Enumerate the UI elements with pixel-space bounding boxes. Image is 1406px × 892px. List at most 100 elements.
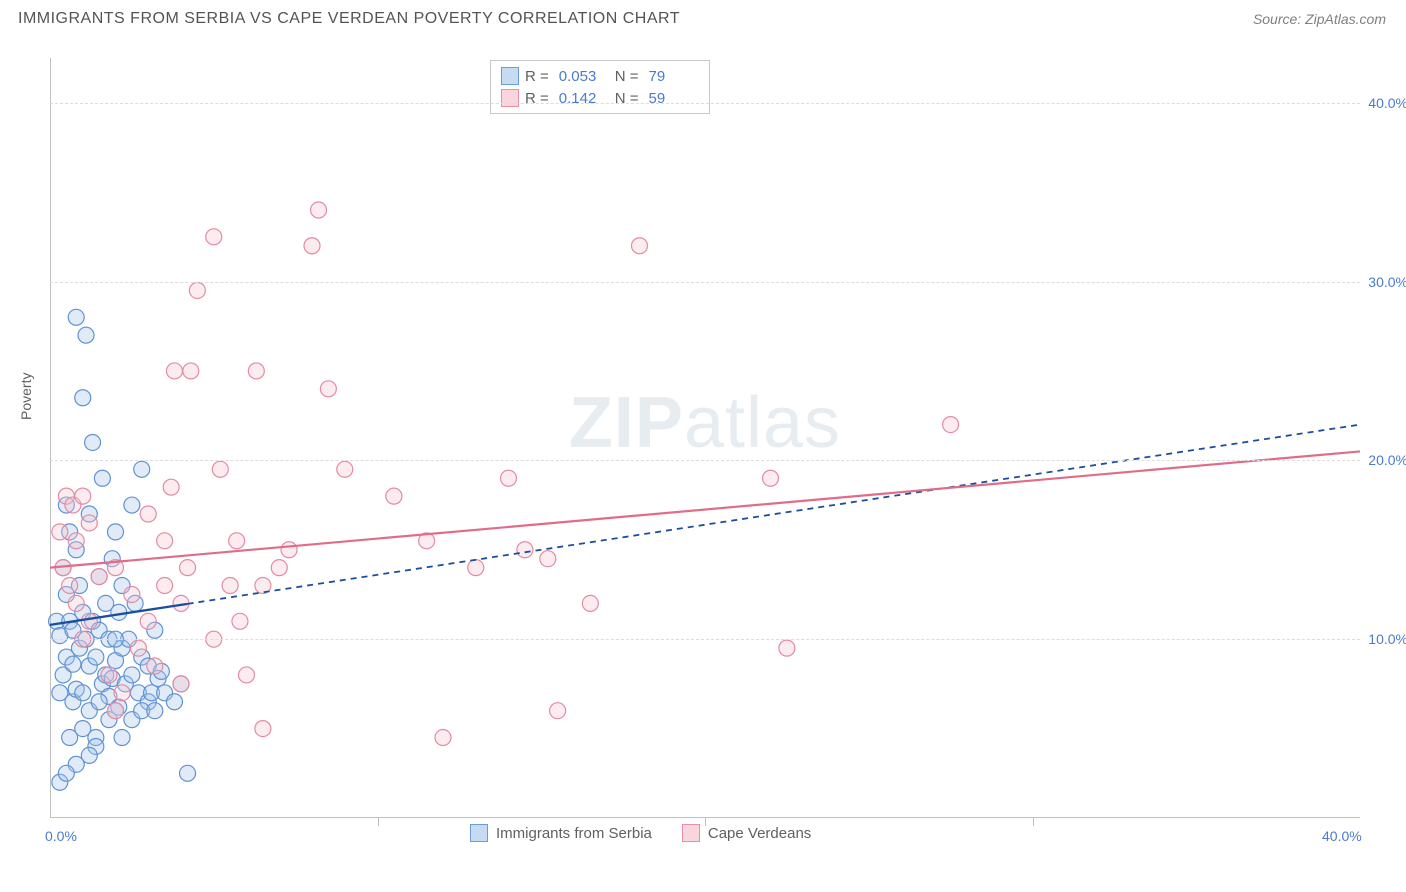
scatter-point <box>180 765 196 781</box>
swatch-bottom-1 <box>470 824 488 842</box>
plot-svg <box>50 58 1360 818</box>
scatter-point <box>81 613 97 629</box>
legend-row-series2: R = 0.142 N = 59 <box>501 87 699 109</box>
legend-n-value-1: 79 <box>649 68 699 85</box>
scatter-point <box>124 586 140 602</box>
scatter-point <box>124 667 140 683</box>
gridline-horizontal <box>50 282 1360 283</box>
scatter-point <box>157 578 173 594</box>
y-tick-label: 40.0% <box>1368 95 1406 111</box>
scatter-point <box>68 595 84 611</box>
swatch-series2 <box>501 89 519 107</box>
scatter-point <box>108 524 124 540</box>
y-tick-label: 10.0% <box>1368 631 1406 647</box>
trendline <box>50 451 1360 567</box>
scatter-point <box>255 721 271 737</box>
scatter-point <box>550 703 566 719</box>
x-tick <box>1033 818 1034 826</box>
legend-series: Immigrants from Serbia Cape Verdeans <box>470 824 811 842</box>
scatter-point <box>239 667 255 683</box>
scatter-point <box>943 417 959 433</box>
scatter-point <box>320 381 336 397</box>
scatter-point <box>124 497 140 513</box>
chart-header: IMMIGRANTS FROM SERBIA VS CAPE VERDEAN P… <box>0 0 1406 36</box>
scatter-point <box>81 515 97 531</box>
legend-label-series2: Cape Verdeans <box>708 825 811 842</box>
scatter-point <box>632 238 648 254</box>
y-tick-label: 30.0% <box>1368 274 1406 290</box>
chart-title: IMMIGRANTS FROM SERBIA VS CAPE VERDEAN P… <box>18 10 680 28</box>
legend-correlation: R = 0.053 N = 79 R = 0.142 N = 59 <box>490 60 710 114</box>
scatter-point <box>206 229 222 245</box>
scatter-point <box>183 363 199 379</box>
scatter-point <box>75 685 91 701</box>
scatter-point <box>232 613 248 629</box>
scatter-point <box>517 542 533 558</box>
scatter-point <box>166 694 182 710</box>
scatter-point <box>229 533 245 549</box>
scatter-point <box>52 524 68 540</box>
y-tick-label: 20.0% <box>1368 452 1406 468</box>
scatter-point <box>134 461 150 477</box>
scatter-point <box>75 488 91 504</box>
chart-area: ZIPatlas R = 0.053 N = 79 R = 0.142 N = … <box>50 58 1360 818</box>
scatter-point <box>180 560 196 576</box>
scatter-point <box>304 238 320 254</box>
scatter-point <box>58 765 74 781</box>
scatter-point <box>311 202 327 218</box>
scatter-point <box>281 542 297 558</box>
scatter-point <box>140 613 156 629</box>
scatter-point <box>85 434 101 450</box>
legend-row-series1: R = 0.053 N = 79 <box>501 65 699 87</box>
scatter-point <box>271 560 287 576</box>
trendline-dashed <box>188 425 1360 604</box>
scatter-point <box>68 309 84 325</box>
scatter-point <box>582 595 598 611</box>
y-axis-label: Poverty <box>18 373 34 420</box>
scatter-point <box>88 649 104 665</box>
legend-item-series1: Immigrants from Serbia <box>470 824 652 842</box>
scatter-point <box>540 551 556 567</box>
scatter-point <box>222 578 238 594</box>
legend-r-label-2: R = <box>525 90 549 107</box>
swatch-series1 <box>501 67 519 85</box>
scatter-point <box>337 461 353 477</box>
scatter-point <box>147 703 163 719</box>
scatter-point <box>189 282 205 298</box>
legend-n-label-2: N = <box>615 90 639 107</box>
gridline-horizontal <box>50 103 1360 104</box>
scatter-point <box>173 676 189 692</box>
scatter-point <box>212 461 228 477</box>
source-attribution: Source: ZipAtlas.com <box>1253 11 1386 27</box>
scatter-point <box>101 667 117 683</box>
x-tick <box>378 818 379 826</box>
legend-r-label-1: R = <box>525 68 549 85</box>
scatter-point <box>147 658 163 674</box>
legend-r-value-2: 0.142 <box>559 90 609 107</box>
scatter-point <box>62 578 78 594</box>
scatter-point <box>386 488 402 504</box>
scatter-point <box>114 685 130 701</box>
scatter-point <box>166 363 182 379</box>
legend-item-series2: Cape Verdeans <box>682 824 811 842</box>
legend-r-value-1: 0.053 <box>559 68 609 85</box>
scatter-point <box>779 640 795 656</box>
x-tick-label: 40.0% <box>1322 828 1362 844</box>
scatter-point <box>94 470 110 486</box>
scatter-point <box>248 363 264 379</box>
gridline-horizontal <box>50 639 1360 640</box>
legend-n-label-1: N = <box>615 68 639 85</box>
scatter-point <box>763 470 779 486</box>
scatter-point <box>130 640 146 656</box>
scatter-point <box>91 694 107 710</box>
scatter-point <box>65 656 81 672</box>
scatter-point <box>140 506 156 522</box>
legend-label-series1: Immigrants from Serbia <box>496 825 652 842</box>
legend-n-value-2: 59 <box>649 90 699 107</box>
scatter-point <box>114 730 130 746</box>
scatter-point <box>157 533 173 549</box>
scatter-point <box>68 533 84 549</box>
scatter-point <box>468 560 484 576</box>
swatch-bottom-2 <box>682 824 700 842</box>
scatter-point <box>163 479 179 495</box>
